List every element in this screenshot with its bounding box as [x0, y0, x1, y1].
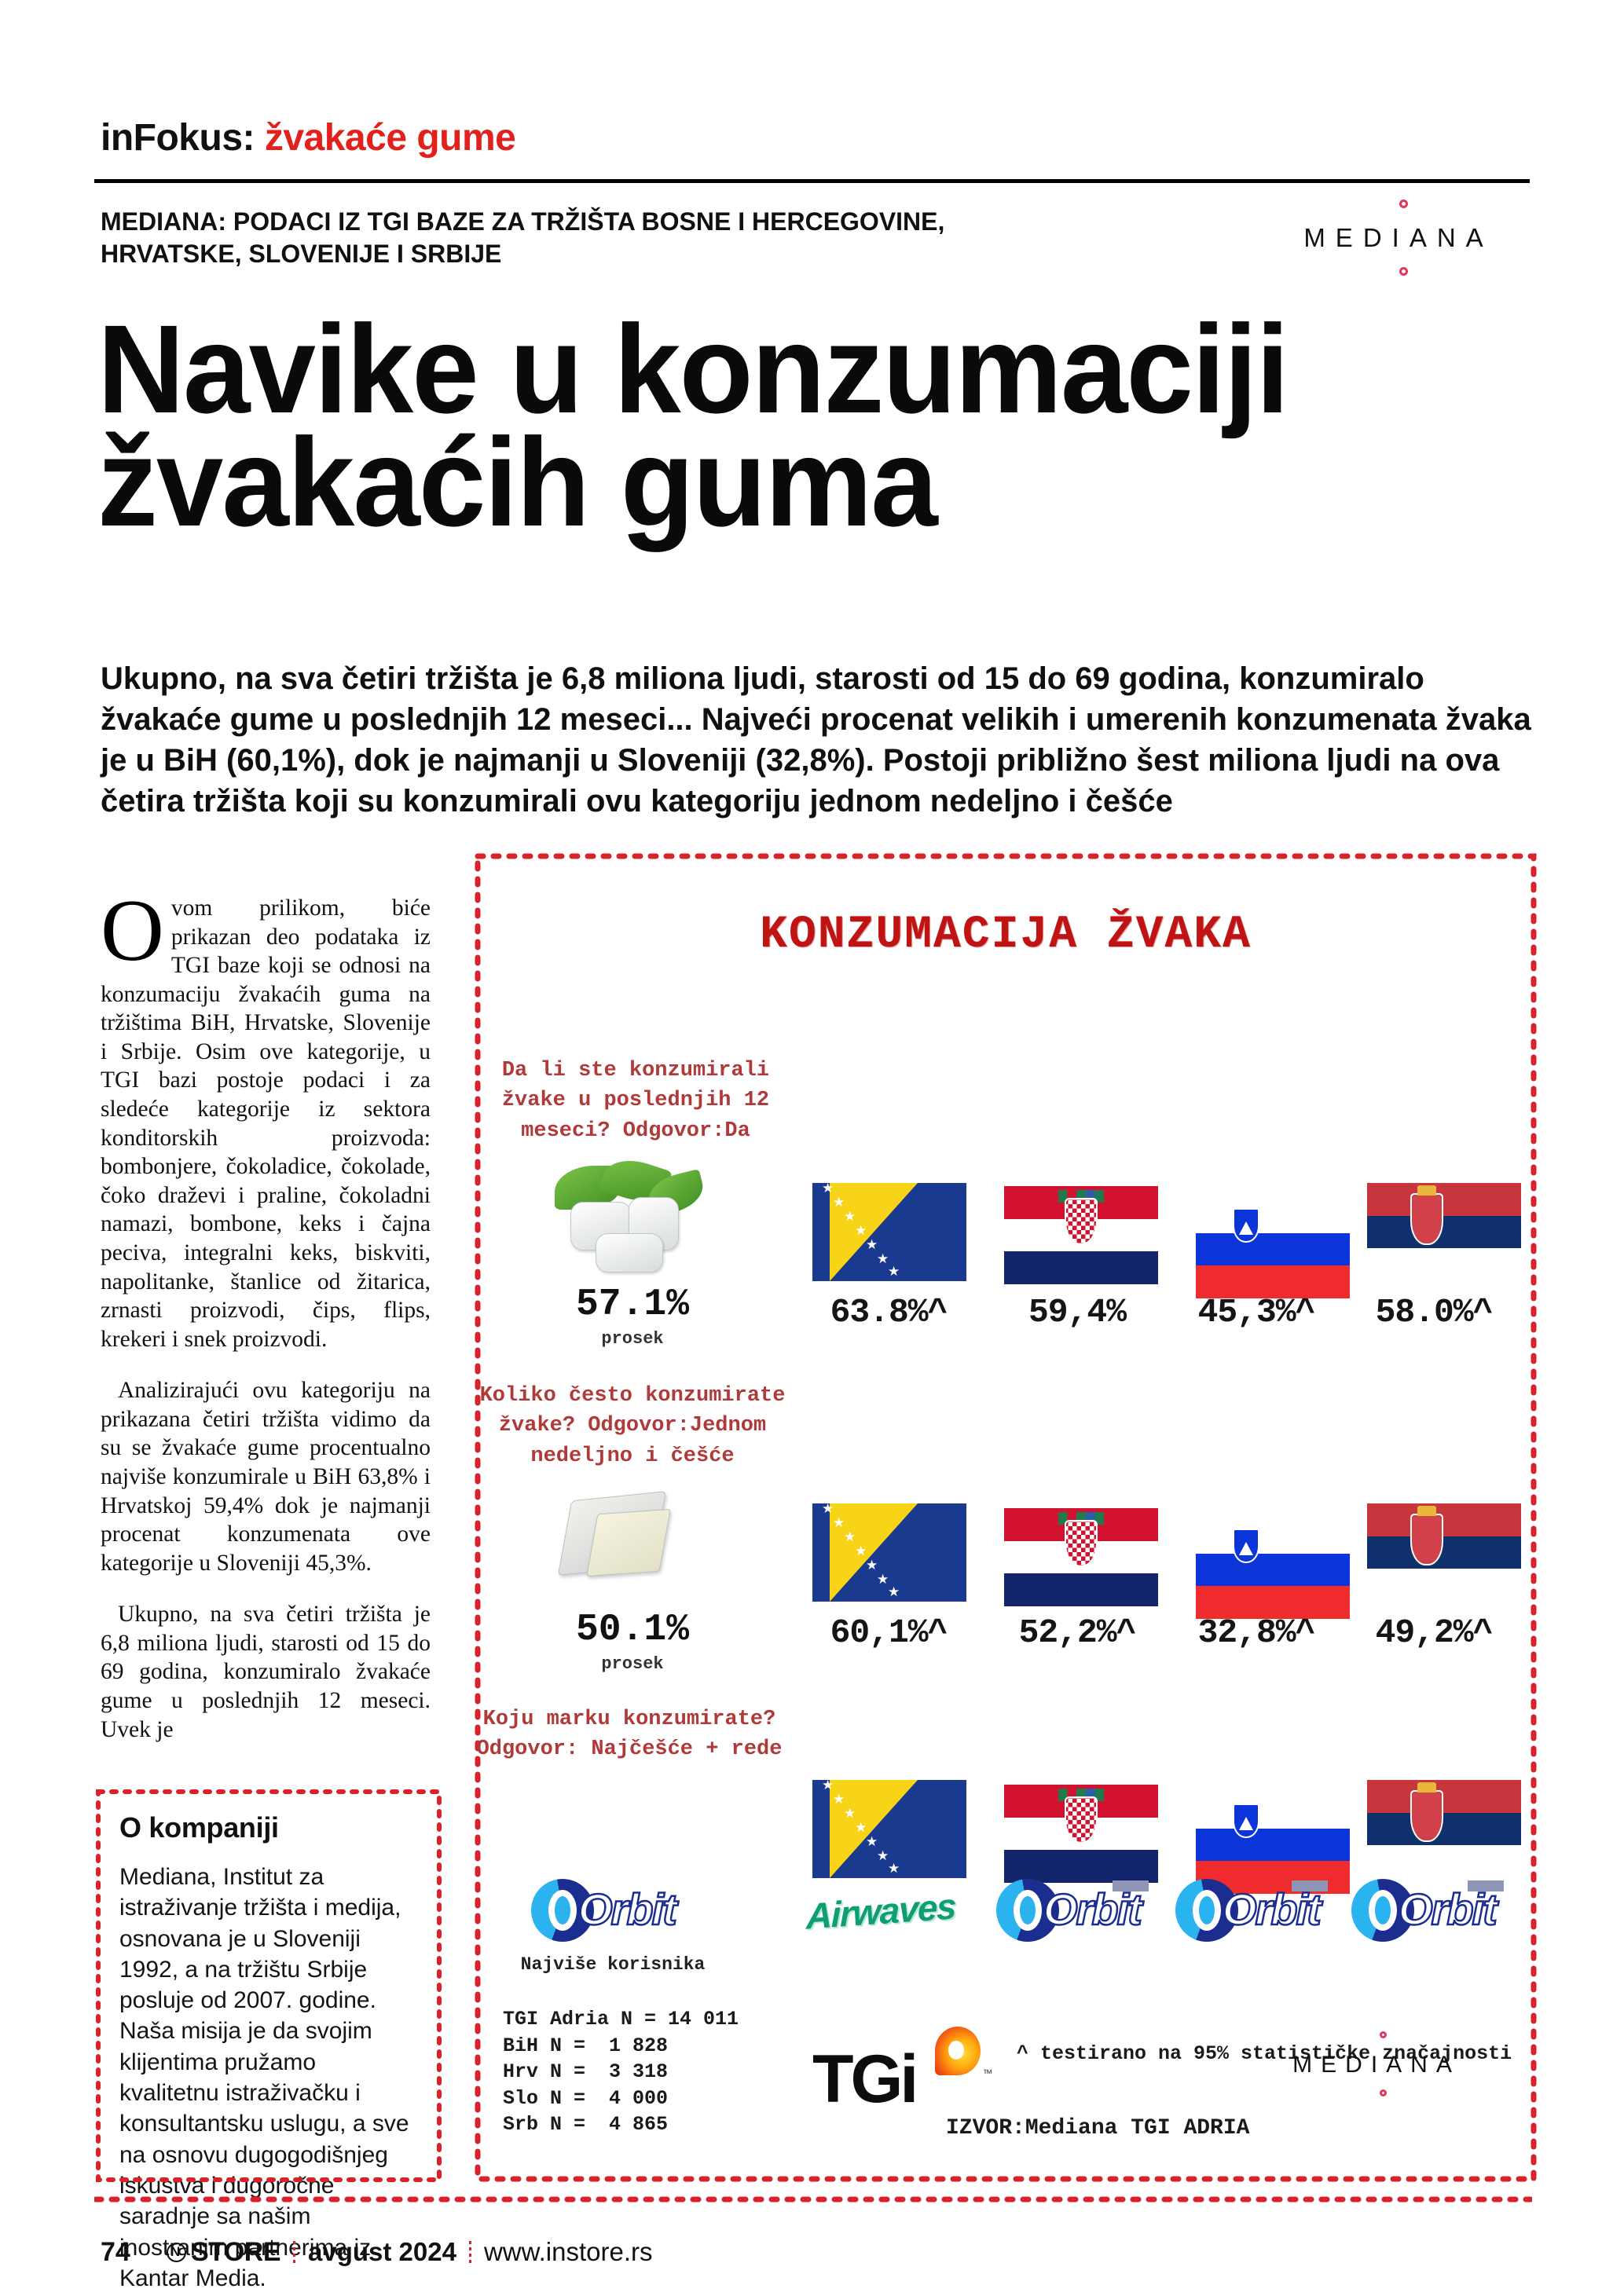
brand-row3-srbija: Orbit: [1350, 1874, 1523, 1950]
website-url[interactable]: www.instore.rs: [483, 2237, 653, 2266]
row-2-value-slovenija: 32,8%^: [1197, 1613, 1316, 1652]
orbit-ring-icon: [1351, 1879, 1414, 1942]
section-kicker: inFokus: žvakaće gume: [101, 116, 516, 159]
brand-average-label: Orbit: [577, 1884, 678, 1935]
brand-average-note: Najviše korisnika: [520, 1954, 706, 1975]
header-rule: [94, 179, 1530, 183]
flag-serbia-row2: [1367, 1503, 1521, 1602]
headline-line-1: Navike u konzumaciji: [97, 298, 1289, 439]
brand-row3-bih-label: Orbit: [1043, 1884, 1143, 1935]
mediana-logo: MEDIANA: [1265, 195, 1532, 281]
page-footer: 74 STORE avgust 2024 www.instore.rs: [101, 2237, 653, 2268]
brand-average-orbit: Orbit: [530, 1874, 702, 1950]
row-2-value-hrvatska: 52,2%^: [1018, 1613, 1137, 1652]
brand-row3-srbija-label: Orbit: [1398, 1884, 1498, 1935]
row-1-value-srbija: 58.0%^: [1375, 1293, 1494, 1331]
brand-row3-bih: Orbit: [995, 1874, 1168, 1950]
flag-bosnia-row2: ★ ★ ★ ★ ★ ★ ★: [812, 1503, 966, 1602]
significance-note: ^ testirano na 95% statističke značajnos…: [1017, 2042, 1512, 2065]
brand-row3-hrvatska: Airwaves: [803, 1877, 976, 1953]
magazine-name: STORE: [191, 2237, 281, 2267]
article-deck: Ukupno, na sva četiri tržišta je 6,8 mil…: [101, 661, 1531, 818]
row-1-value-slovenija: 45,3%^: [1197, 1293, 1316, 1331]
tgi-logo: TGi: [812, 2041, 918, 2117]
gum-stick-image: [552, 1488, 732, 1606]
logo-dot-bottom-icon: [1380, 2089, 1387, 2096]
gum-pellets-image: [547, 1152, 728, 1279]
orbit-ring-icon: [996, 1879, 1059, 1942]
kicker-prefix: inFokus:: [101, 117, 255, 159]
logo-dot-top-icon: [1399, 200, 1408, 208]
row-2-average-label: prosek: [601, 1654, 664, 1674]
tgi-swirl-icon: [935, 2027, 981, 2075]
company-box-text: Mediana, Institut za istraživanje tržišt…: [119, 1864, 409, 2291]
company-info-box: O kompaniji Mediana, Institut za istraži…: [96, 1789, 442, 2291]
brand-row3-slovenija-label: Orbit: [1222, 1884, 1322, 1935]
body-paragraph-3: Ukupno, na sva četiri tržišta je 6,8 mil…: [101, 1602, 431, 1742]
headline-line-2: žvakaćih guma: [97, 412, 938, 552]
orbit-tm-icon: [1113, 1880, 1149, 1891]
row-2-value-srbija: 49,2%^: [1375, 1613, 1494, 1652]
flag-croatia-row3: [1004, 1785, 1158, 1883]
flag-croatia-row2: [1004, 1508, 1158, 1606]
flag-bosnia-row1: ★ ★ ★ ★ ★ ★ ★: [812, 1183, 966, 1281]
question-3-text: Koju marku konzumirate? Odgovor: Najčešć…: [476, 1708, 783, 1762]
issue-date: avgust 2024: [308, 2237, 456, 2266]
sample-size-stats: TGI Adria N = 14 011 BiH N = 1 828 Hrv N…: [503, 2008, 739, 2136]
question-2-text: Koliko često konzumirate žvake? Odgovor:…: [479, 1384, 786, 1468]
row-1-average-value: 57.1%: [575, 1283, 690, 1326]
infographic-source: IZVOR:Mediana TGI ADRIA: [946, 2116, 1250, 2140]
drop-cap: O: [101, 882, 164, 980]
question-1-text: Da li ste konzumirali žvake u poslednjih…: [501, 1059, 770, 1143]
flag-croatia-row1: [1004, 1186, 1158, 1284]
orbit-ring-icon: [1175, 1879, 1238, 1942]
footer-separator-2: [468, 2240, 471, 2265]
flag-serbia-row3: [1367, 1780, 1521, 1878]
orbit-tm-icon: [1292, 1880, 1328, 1891]
tgi-trademark-icon: ™: [984, 2069, 992, 2084]
logo-dot-bottom-icon: [1399, 267, 1408, 276]
row-1-value-hrvatska: 59,4%: [1028, 1293, 1127, 1331]
infographic-mediana-logo-text: MEDIANA: [1292, 2052, 1461, 2078]
instore-circle-icon: [167, 2242, 186, 2262]
body-paragraph-2: Analizirajući ovu kategoriju na prikazan…: [101, 1378, 431, 1576]
row-1-average-label: prosek: [601, 1329, 664, 1349]
footer-separator-1: [293, 2240, 296, 2265]
flag-slovenia-row2: [1196, 1521, 1350, 1619]
brand-row3-hrvatska-label: Airwaves: [806, 1885, 956, 1937]
page-number: 74: [101, 2237, 130, 2267]
flag-slovenia-row1: [1196, 1200, 1350, 1298]
infographic-title: KONZUMACIJA ŽVAKA: [760, 910, 1252, 961]
source-line: MEDIANA: PODACI IZ TGI BAZE ZA TRŽIŠTA B…: [101, 207, 945, 268]
mediana-logo-text: MEDIANA: [1303, 223, 1494, 252]
body-paragraph-1-text: vom prilikom, biće prikazan deo podataka…: [101, 895, 431, 1352]
flag-bosnia-row3: ★ ★ ★ ★ ★ ★ ★: [812, 1780, 966, 1878]
flag-serbia-row1: [1367, 1183, 1521, 1281]
logo-dot-top-icon: [1380, 2031, 1387, 2038]
row-1-value-bih: 63.8%^: [830, 1293, 948, 1331]
row-2-value-bih: 60,1%^: [830, 1613, 948, 1652]
infographic-panel: KONZUMACIJA ŽVAKA Da li ste konzumirali …: [475, 853, 1537, 2182]
page-title: Navike u konzumaciji žvakaćih guma: [97, 306, 1493, 552]
orbit-tm-icon: [1468, 1880, 1504, 1891]
footer-dotted-rule: [94, 2196, 1532, 2203]
brand-row3-slovenija: Orbit: [1174, 1874, 1347, 1950]
company-box-title: O kompaniji: [119, 1811, 279, 1844]
kicker-topic: žvakaće gume: [264, 117, 516, 159]
row-2-average-value: 50.1%: [575, 1609, 690, 1651]
magazine-logo: STORE: [167, 2237, 281, 2268]
orbit-ring-icon: [531, 1879, 594, 1942]
